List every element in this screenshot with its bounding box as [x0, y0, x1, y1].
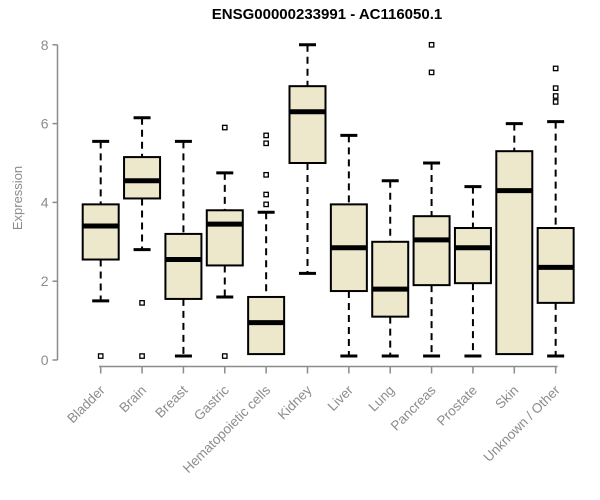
x-category-label: Lung: [365, 383, 397, 415]
boxes-layer: [81, 41, 575, 359]
outlier-point: [428, 69, 435, 76]
outlier-point: [552, 65, 559, 72]
iqr-box: [453, 227, 492, 285]
y-tick-label: 0: [41, 352, 49, 368]
outlier-point: [221, 124, 228, 131]
outlier-point: [139, 353, 145, 359]
x-category-label: Prostate: [434, 383, 480, 429]
iqr-box: [164, 232, 203, 300]
x-category-label: Pancreas: [388, 382, 439, 433]
iqr-box: [412, 215, 451, 287]
iqr-box: [288, 85, 327, 164]
x-category-label: Skin: [492, 383, 521, 412]
outlier-point: [263, 171, 269, 178]
x-category-label: Kidney: [275, 382, 315, 422]
x-category-label: Gastric: [191, 382, 232, 423]
iqr-box: [123, 156, 162, 200]
y-tick-label: 6: [41, 116, 49, 132]
y-tick-label: 2: [41, 273, 49, 289]
y-tick-label: 8: [41, 37, 49, 53]
y-tick-label: 4: [41, 194, 49, 210]
x-category-label: Unknown / Other: [481, 382, 564, 465]
iqr-box: [247, 295, 286, 356]
outlier-point: [428, 41, 435, 48]
iqr-box: [371, 240, 410, 318]
x-category-label: Liver: [325, 382, 357, 414]
x-category-label: Breast: [152, 382, 190, 420]
outlier-point: [263, 140, 269, 147]
outlier-point: [552, 85, 559, 91]
outlier-point: [97, 353, 104, 359]
y-axis-label: Expression: [10, 166, 25, 230]
x-category-label: Brain: [116, 383, 149, 416]
iqr-box: [205, 209, 244, 267]
outlier-point: [263, 201, 269, 208]
outlier-point: [552, 93, 559, 99]
outlier-point: [552, 99, 559, 105]
iqr-box: [81, 203, 120, 261]
outlier-point: [221, 353, 228, 359]
x-category-label: Bladder: [64, 382, 108, 426]
iqr-box: [495, 150, 534, 356]
chart-title: ENSG00000233991 - AC116050.1: [212, 6, 442, 23]
outlier-point: [263, 132, 269, 139]
outlier-point: [263, 191, 269, 198]
outlier-point: [139, 300, 145, 306]
